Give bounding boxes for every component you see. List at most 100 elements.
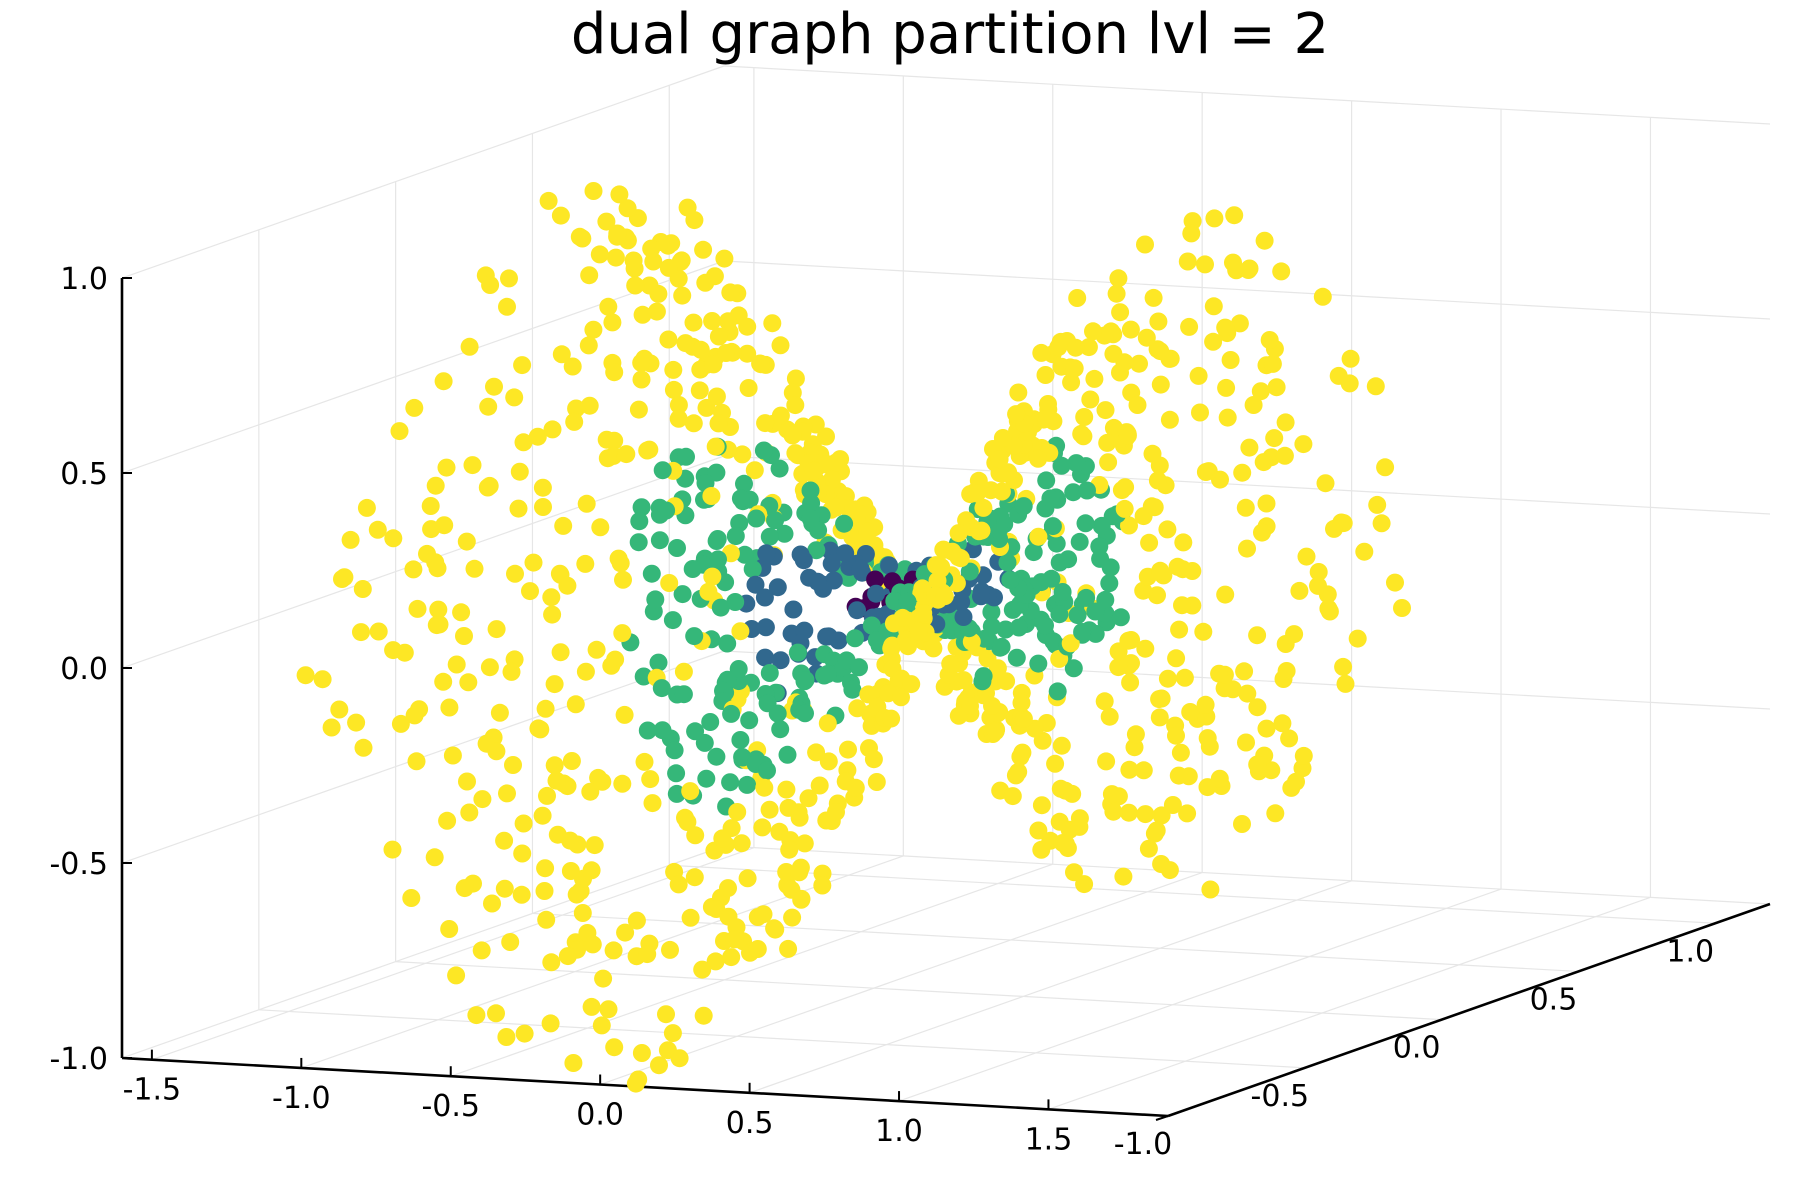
data-point bbox=[485, 377, 503, 396]
data-point bbox=[846, 629, 864, 648]
data-point bbox=[1216, 318, 1235, 337]
data-point bbox=[788, 643, 807, 662]
data-point bbox=[1032, 796, 1051, 815]
data-point bbox=[1183, 562, 1202, 580]
data-point bbox=[391, 714, 410, 733]
data-point bbox=[1204, 297, 1223, 316]
data-point bbox=[755, 778, 774, 797]
data-point bbox=[711, 598, 730, 617]
data-point bbox=[1085, 369, 1104, 388]
data-point bbox=[501, 933, 520, 951]
data-point bbox=[810, 776, 829, 795]
data-point bbox=[836, 544, 855, 563]
data-point bbox=[483, 894, 501, 913]
data-point bbox=[1084, 322, 1102, 341]
y-tick-mark bbox=[1429, 1018, 1442, 1025]
data-point bbox=[1376, 458, 1395, 477]
y-tick-label: -0.5 bbox=[1251, 1079, 1310, 1114]
data-point bbox=[898, 592, 917, 611]
data-point bbox=[817, 427, 835, 446]
data-point bbox=[437, 458, 456, 477]
data-point bbox=[487, 620, 506, 639]
data-point bbox=[1007, 648, 1026, 667]
data-point bbox=[719, 879, 737, 898]
data-point bbox=[757, 544, 776, 563]
data-point bbox=[640, 276, 659, 295]
data-point bbox=[1148, 586, 1166, 605]
y-axis-line bbox=[1167, 902, 1771, 1118]
data-point bbox=[1067, 454, 1086, 473]
data-point bbox=[1224, 253, 1242, 272]
data-point bbox=[1121, 320, 1140, 339]
data-point bbox=[538, 786, 556, 805]
data-point bbox=[573, 904, 592, 922]
data-point bbox=[610, 185, 629, 204]
data-point bbox=[1251, 382, 1270, 401]
data-point bbox=[487, 742, 506, 761]
data-point bbox=[681, 782, 700, 801]
data-point bbox=[835, 514, 854, 533]
data-point bbox=[659, 258, 678, 277]
data-point bbox=[333, 570, 351, 588]
data-point bbox=[663, 611, 682, 630]
data-point bbox=[1099, 453, 1118, 472]
data-point bbox=[467, 1006, 486, 1025]
data-point bbox=[567, 885, 586, 904]
data-point bbox=[738, 344, 757, 363]
data-point bbox=[1100, 574, 1119, 593]
data-point bbox=[670, 1049, 689, 1068]
data-point bbox=[542, 588, 561, 607]
data-point bbox=[458, 772, 476, 791]
data-point bbox=[1175, 668, 1194, 687]
data-point bbox=[1096, 401, 1115, 420]
data-point bbox=[1034, 410, 1053, 429]
data-point bbox=[638, 945, 657, 964]
data-point bbox=[1070, 532, 1089, 551]
data-point bbox=[1126, 725, 1145, 744]
data-point bbox=[691, 340, 710, 359]
data-point bbox=[649, 653, 668, 672]
data-point bbox=[521, 582, 539, 601]
data-point bbox=[1136, 639, 1155, 658]
data-point bbox=[702, 487, 721, 505]
data-point bbox=[1276, 635, 1295, 653]
data-point bbox=[357, 498, 376, 517]
data-point bbox=[1047, 534, 1066, 553]
data-point bbox=[678, 813, 697, 831]
data-point bbox=[777, 863, 796, 881]
data-point bbox=[747, 509, 766, 528]
data-point bbox=[843, 527, 862, 546]
grid-line bbox=[395, 961, 1442, 1021]
data-point bbox=[988, 659, 1007, 678]
data-point bbox=[611, 554, 630, 573]
data-point bbox=[473, 790, 492, 809]
data-point bbox=[1007, 405, 1026, 424]
data-point bbox=[1150, 708, 1169, 727]
grid-line bbox=[532, 912, 1579, 973]
data-point bbox=[949, 548, 968, 567]
data-point bbox=[1230, 314, 1249, 333]
data-point bbox=[426, 476, 445, 495]
data-point bbox=[1139, 839, 1158, 858]
data-point bbox=[804, 461, 823, 480]
data-point bbox=[1096, 590, 1115, 609]
y-tick-label: 1.0 bbox=[1666, 934, 1714, 969]
data-point bbox=[699, 582, 718, 601]
data-point bbox=[1068, 606, 1087, 625]
data-point bbox=[1137, 328, 1156, 347]
data-point bbox=[1254, 453, 1273, 472]
data-point bbox=[368, 520, 387, 539]
data-point bbox=[1029, 821, 1048, 840]
data-point bbox=[1280, 729, 1299, 748]
data-point bbox=[635, 752, 654, 771]
data-point bbox=[1189, 366, 1208, 385]
data-point bbox=[1253, 523, 1271, 542]
data-point bbox=[1075, 875, 1094, 894]
data-point bbox=[760, 800, 779, 819]
data-point bbox=[779, 939, 798, 958]
data-point bbox=[972, 587, 990, 606]
data-point bbox=[408, 599, 427, 618]
data-point bbox=[1218, 408, 1237, 427]
data-point bbox=[536, 859, 555, 878]
data-point bbox=[1272, 262, 1291, 281]
